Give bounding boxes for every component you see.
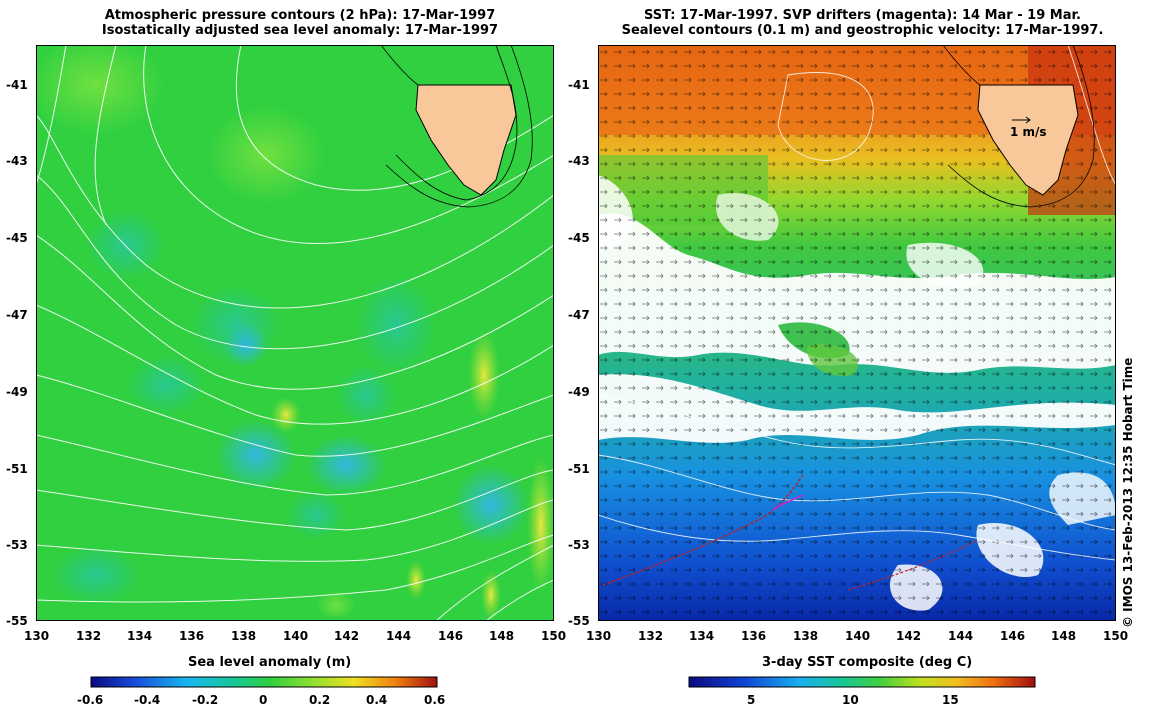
right-x-tick: 138 — [793, 629, 819, 643]
left-y-tick: -43 — [6, 154, 28, 168]
right-title-line1: SST: 17-Mar-1997. SVP drifters (magenta)… — [644, 8, 1081, 23]
left-x-tick: 132 — [76, 629, 102, 643]
left-y-tick: -55 — [6, 614, 28, 628]
left-y-tick: -51 — [6, 462, 28, 476]
left-x-tick: 142 — [334, 629, 360, 643]
left-cb-tick: -0.2 — [192, 693, 219, 707]
right-x-tick: 140 — [845, 629, 871, 643]
right-map-plot — [598, 45, 1116, 621]
left-title-line1: Atmospheric pressure contours (2 hPa): 1… — [104, 8, 496, 23]
right-x-tick: 144 — [948, 629, 974, 643]
left-y-tick: -45 — [6, 231, 28, 245]
left-x-tick: 150 — [541, 629, 567, 643]
velocity-scale-label: 1 m/s — [1010, 125, 1047, 139]
right-x-tick: 148 — [1051, 629, 1077, 643]
left-x-tick: 138 — [231, 629, 257, 643]
left-x-tick: 144 — [386, 629, 412, 643]
left-x-tick: 148 — [489, 629, 515, 643]
tasmania-land — [380, 45, 533, 208]
left-y-tick: -41 — [6, 78, 28, 92]
tasmania-land-right — [942, 45, 1095, 208]
left-y-tick: -53 — [6, 538, 28, 552]
right-x-tick: 142 — [896, 629, 922, 643]
left-x-tick: 134 — [127, 629, 153, 643]
right-y-tick: -55 — [568, 614, 590, 628]
right-y-tick: -49 — [568, 385, 590, 399]
right-cb-tick: 10 — [842, 693, 859, 707]
right-colorbar — [688, 676, 1036, 688]
credit-text: © IMOS 13-Feb-2013 12:35 Hobart Time — [1121, 357, 1135, 628]
right-y-tick: -47 — [568, 308, 590, 322]
right-colorbar-label: 3-day SST composite (deg C) — [762, 655, 973, 670]
left-y-tick: -47 — [6, 308, 28, 322]
left-colorbar — [90, 676, 438, 688]
left-map-plot — [36, 45, 554, 621]
right-title-line2: Sealevel contours (0.1 m) and geostrophi… — [621, 23, 1104, 38]
right-y-tick: -41 — [568, 78, 590, 92]
right-x-tick: 150 — [1103, 629, 1129, 643]
left-x-tick: 140 — [283, 629, 309, 643]
velocity-scale-arrow — [1012, 116, 1031, 124]
left-cb-tick: 0.2 — [309, 693, 331, 707]
left-cb-tick: 0 — [259, 693, 268, 707]
right-cb-tick: 15 — [942, 693, 959, 707]
right-x-tick: 146 — [1000, 629, 1026, 643]
left-cb-tick: 0.4 — [366, 693, 388, 707]
left-cb-tick: 0.6 — [424, 693, 446, 707]
right-cb-tick: 5 — [747, 693, 756, 707]
left-x-tick: 136 — [179, 629, 205, 643]
right-x-tick: 134 — [689, 629, 715, 643]
left-title-line2: Isostatically adjusted sea level anomaly… — [101, 23, 499, 38]
left-colorbar-label: Sea level anomaly (m) — [188, 655, 352, 670]
right-y-tick: -51 — [568, 462, 590, 476]
left-x-tick: 146 — [438, 629, 464, 643]
left-cb-tick: -0.6 — [77, 693, 104, 707]
right-x-tick: 130 — [586, 629, 612, 643]
right-y-tick: -43 — [568, 154, 590, 168]
left-map-title: Atmospheric pressure contours (2 hPa): 1… — [40, 8, 560, 38]
right-x-tick: 136 — [741, 629, 767, 643]
right-y-tick: -45 — [568, 231, 590, 245]
right-y-tick: -53 — [568, 538, 590, 552]
left-y-tick: -49 — [6, 385, 28, 399]
left-x-tick: 130 — [24, 629, 50, 643]
right-map-title: SST: 17-Mar-1997. SVP drifters (magenta)… — [590, 8, 1135, 38]
left-cb-tick: -0.4 — [134, 693, 161, 707]
right-x-tick: 132 — [638, 629, 664, 643]
